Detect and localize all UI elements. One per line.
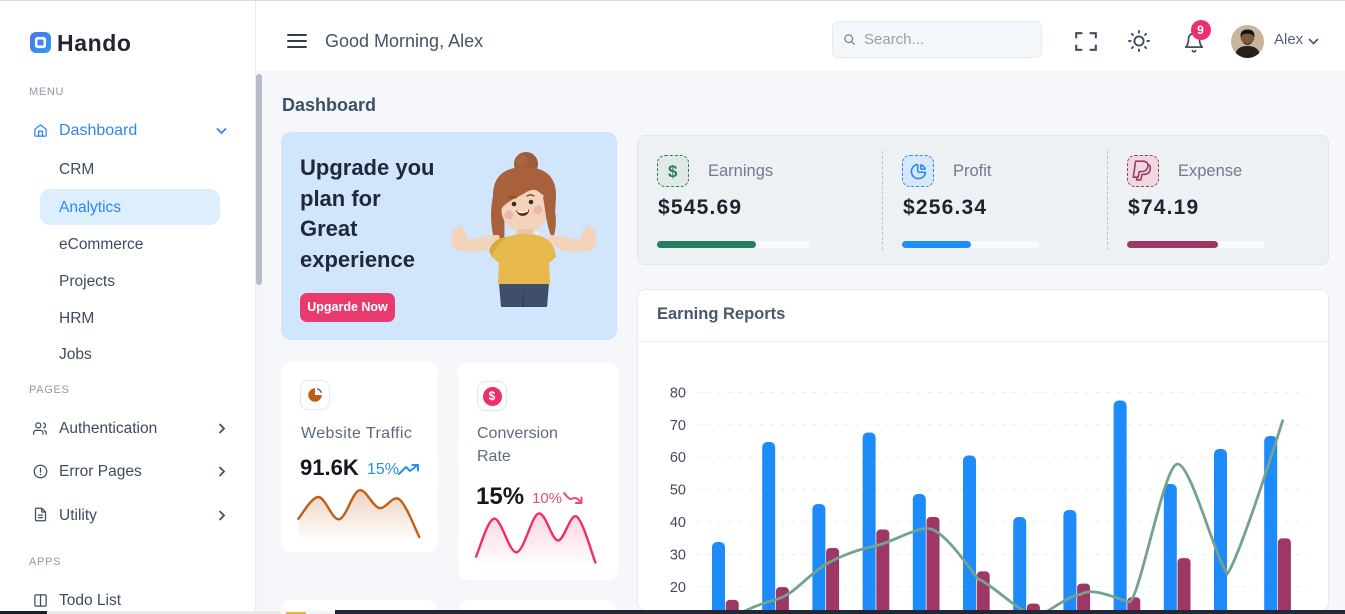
svg-text:50: 50 <box>670 483 686 499</box>
svg-text:20: 20 <box>670 580 686 596</box>
svg-text:80: 80 <box>670 385 686 401</box>
svg-text:60: 60 <box>670 450 686 466</box>
svg-text:40: 40 <box>670 515 686 531</box>
svg-text:70: 70 <box>670 418 686 434</box>
svg-text:30: 30 <box>670 547 686 563</box>
